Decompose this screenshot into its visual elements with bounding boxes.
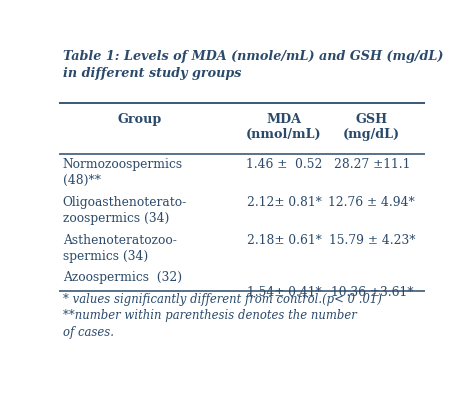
Text: Oligoasthenoterato-
zoospermics (34): Oligoasthenoterato- zoospermics (34)	[63, 196, 187, 225]
Text: 2.18± 0.61*: 2.18± 0.61*	[246, 235, 321, 247]
Text: 10.36 ±3.61*: 10.36 ±3.61*	[330, 286, 413, 299]
Text: 1.46 ±  0.52: 1.46 ± 0.52	[246, 158, 322, 171]
Text: 2.12± 0.81*: 2.12± 0.81*	[246, 196, 321, 209]
Text: Group: Group	[118, 113, 161, 126]
Text: 1.54± 0.41*: 1.54± 0.41*	[246, 286, 321, 299]
Text: 12.76 ± 4.94*: 12.76 ± 4.94*	[329, 196, 415, 209]
Text: Asthenoteratozoo-
spermics (34): Asthenoteratozoo- spermics (34)	[63, 235, 177, 263]
Text: Normozoospermics
(48)**: Normozoospermics (48)**	[63, 158, 183, 187]
Text: * values significantly different from control.(p< 0 .01)
**number within parenth: * values significantly different from co…	[63, 293, 381, 339]
Text: GSH
(mg/dL): GSH (mg/dL)	[343, 113, 400, 141]
Text: 15.79 ± 4.23*: 15.79 ± 4.23*	[329, 235, 415, 247]
Text: Table 1: Levels of MDA (nmole/mL) and GSH (mg/dL)
in different study groups: Table 1: Levels of MDA (nmole/mL) and GS…	[63, 51, 443, 80]
Text: Azoospermics  (32): Azoospermics (32)	[63, 271, 182, 284]
Text: 28.27 ±11.1: 28.27 ±11.1	[334, 158, 410, 171]
Text: MDA
(nmol/mL): MDA (nmol/mL)	[246, 113, 322, 141]
